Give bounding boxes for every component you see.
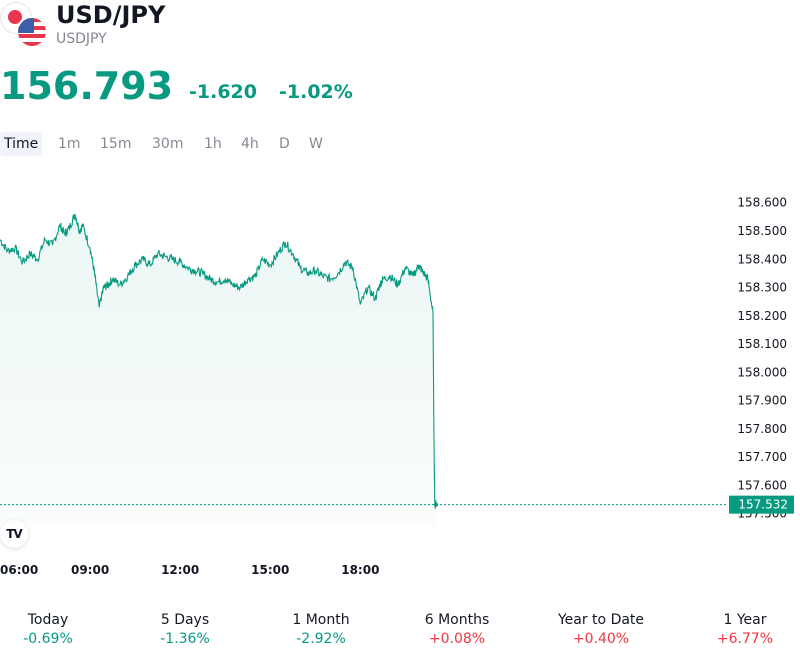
perf-label: 5 Days xyxy=(160,612,210,628)
tradingview-logo-icon[interactable]: TV xyxy=(0,520,28,548)
perf-5-days[interactable]: 5 Days -1.36% xyxy=(120,610,250,648)
price-chart[interactable]: 158.600 158.500 158.400 158.300 158.200 158.1… xyxy=(0,170,800,590)
y-tick-label: 158.500 xyxy=(737,224,787,238)
perf-value: -2.92% xyxy=(296,631,346,647)
tab-1m[interactable]: 1m xyxy=(58,136,81,152)
y-tick-label: 158.000 xyxy=(737,365,787,379)
y-tick-label: 157.700 xyxy=(737,450,787,464)
perf-6-months[interactable]: 6 Months +0.08% xyxy=(392,610,522,648)
last-price-badge-label: 157.532 xyxy=(738,498,788,512)
perf-value: -0.69% xyxy=(23,631,73,647)
y-tick-label: 158.100 xyxy=(737,337,787,351)
y-tick-label: 158.400 xyxy=(737,252,787,266)
perf-today[interactable]: Today -0.69% xyxy=(0,610,113,648)
perf-year-to-date[interactable]: Year to Date +0.40% xyxy=(536,610,666,648)
currency-flags xyxy=(0,0,50,50)
perf-label: Today xyxy=(27,612,69,628)
perf-label: 1 Year xyxy=(723,612,767,628)
tab-15m[interactable]: 15m xyxy=(100,136,132,152)
price-line xyxy=(0,213,437,509)
tab-1h[interactable]: 1h xyxy=(204,136,222,152)
performance-row: Today -0.69% 5 Days -1.36% 1 Month -2.92… xyxy=(0,610,800,650)
x-tick-label: 15:00 xyxy=(251,563,289,577)
perf-1-year[interactable]: 1 Year +6.77% xyxy=(680,610,800,648)
y-tick-label: 157.900 xyxy=(737,394,787,408)
tab-30m[interactable]: 30m xyxy=(152,136,184,152)
x-tick-label: 06:00 xyxy=(0,563,38,577)
us-flag-icon xyxy=(16,16,48,48)
price-change: -1.620 xyxy=(189,81,257,103)
last-price-dot xyxy=(434,502,438,507)
last-price: 156.793 xyxy=(0,64,174,108)
perf-value: +0.40% xyxy=(572,631,630,647)
tab-time[interactable]: Time xyxy=(0,132,43,156)
price-change-percent: -1.02% xyxy=(279,81,353,103)
perf-label: 6 Months xyxy=(424,612,490,628)
x-tick-label: 12:00 xyxy=(161,563,199,577)
y-tick-label: 158.200 xyxy=(737,309,787,323)
tab-4h[interactable]: 4h xyxy=(241,136,259,152)
y-tick-label: 158.600 xyxy=(737,196,787,210)
y-tick-label: 158.300 xyxy=(737,281,787,295)
y-tick-label: 157.800 xyxy=(737,422,787,436)
tab-w[interactable]: W xyxy=(309,136,323,152)
last-price-badge xyxy=(729,495,794,514)
x-tick-label: 18:00 xyxy=(341,563,379,577)
y-tick-label: 157.600 xyxy=(737,478,787,492)
perf-label: 1 Month xyxy=(292,612,350,628)
symbol-ticker: USDJPY xyxy=(56,31,107,47)
price-area-fill xyxy=(0,214,436,525)
perf-value: +6.77% xyxy=(716,631,774,647)
perf-1-month[interactable]: 1 Month -2.92% xyxy=(256,610,386,648)
x-tick-label: 09:00 xyxy=(71,563,109,577)
symbol-title: USD/JPY xyxy=(56,1,166,29)
tab-d[interactable]: D xyxy=(279,136,290,152)
perf-label: Year to Date xyxy=(557,612,645,628)
header: USD/JPY USDJPY xyxy=(0,0,800,60)
perf-value: +0.08% xyxy=(428,631,486,647)
perf-value: -1.36% xyxy=(160,631,210,647)
